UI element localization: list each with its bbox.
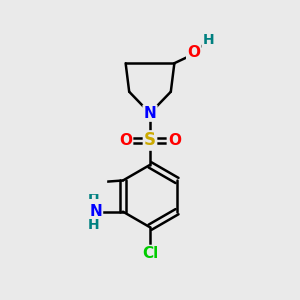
Text: O: O — [187, 45, 200, 60]
Text: O: O — [119, 133, 132, 148]
Text: N: N — [90, 175, 103, 190]
Text: N: N — [144, 106, 156, 121]
Text: N: N — [89, 204, 102, 219]
Text: N: N — [90, 175, 103, 190]
Text: H: H — [87, 188, 99, 202]
Text: H: H — [87, 218, 99, 232]
Text: H: H — [203, 33, 214, 47]
Text: Cl: Cl — [142, 246, 158, 261]
Text: O: O — [168, 133, 181, 148]
Text: S: S — [144, 131, 156, 149]
